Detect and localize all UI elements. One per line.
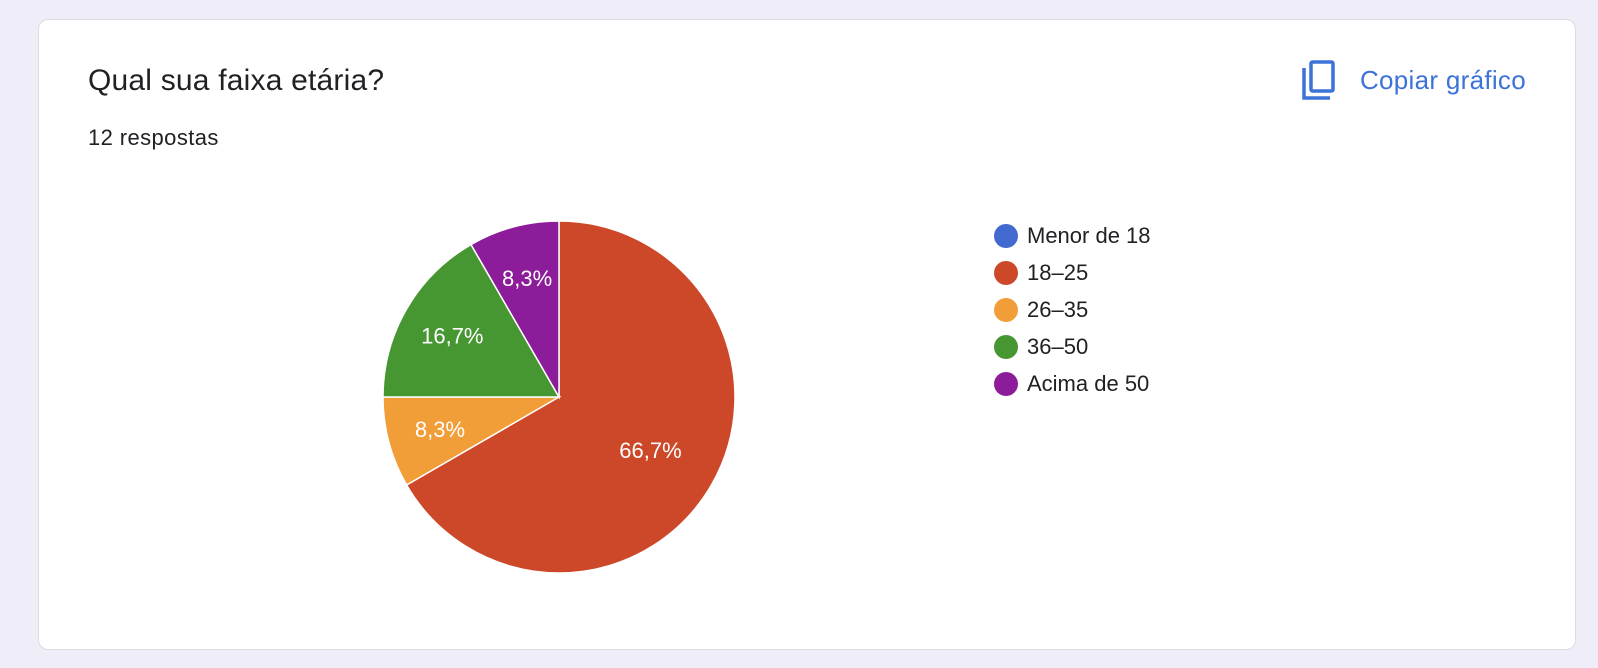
- copy-icon: [1300, 59, 1336, 101]
- copy-chart-button[interactable]: Copiar gráfico: [1300, 58, 1526, 102]
- pie-chart: 66,7% 8,3% 16,7% 8,3%: [382, 220, 736, 574]
- legend-swatch-acima-de-50: [994, 371, 1018, 396]
- slice-label-36-50: 16,7%: [421, 323, 483, 348]
- legend-swatch-26-35: [994, 297, 1018, 322]
- legend-label-18-25: 18–25: [1027, 259, 1089, 285]
- legend-label-26-35: 26–35: [1027, 296, 1089, 322]
- legend-item-menor-de-18[interactable]: Menor de 18: [994, 217, 1151, 254]
- legend-item-26-35[interactable]: 26–35: [994, 291, 1151, 328]
- pie-slice-18-25[interactable]: [405, 220, 736, 574]
- legend-swatch-menor-de-18: [994, 223, 1018, 248]
- slice-label-acima-de-50: 8,3%: [502, 266, 552, 291]
- pie-slice-26-35[interactable]: [382, 396, 562, 487]
- slice-label-26-35: 8,3%: [415, 417, 465, 442]
- legend-swatch-36-50: [994, 334, 1018, 359]
- legend-label-36-50: 36–50: [1027, 333, 1089, 359]
- question-title: Qual sua faixa etária?: [88, 64, 385, 97]
- pie-slice-36-50[interactable]: [382, 243, 561, 398]
- legend-label-acima-de-50: Acima de 50: [1027, 370, 1150, 396]
- slice-label-18-25: 66,7%: [619, 438, 681, 463]
- chart-card: Qual sua faixa etária? 12 respostas Copi…: [38, 19, 1576, 650]
- pie-slice-acima-de-50[interactable]: [469, 220, 560, 400]
- chart-legend: Menor de 18 18–25 26–35 36–50 Acima de 50: [994, 217, 1151, 402]
- copy-chart-label: Copiar gráfico: [1359, 64, 1526, 95]
- legend-item-36-50[interactable]: 36–50: [994, 328, 1151, 365]
- legend-label-menor-de-18: Menor de 18: [1027, 222, 1151, 248]
- legend-swatch-18-25: [994, 260, 1018, 285]
- legend-item-acima-de-50[interactable]: Acima de 50: [994, 365, 1151, 402]
- legend-item-18-25[interactable]: 18–25: [994, 254, 1151, 291]
- response-count: 12 respostas: [88, 125, 219, 150]
